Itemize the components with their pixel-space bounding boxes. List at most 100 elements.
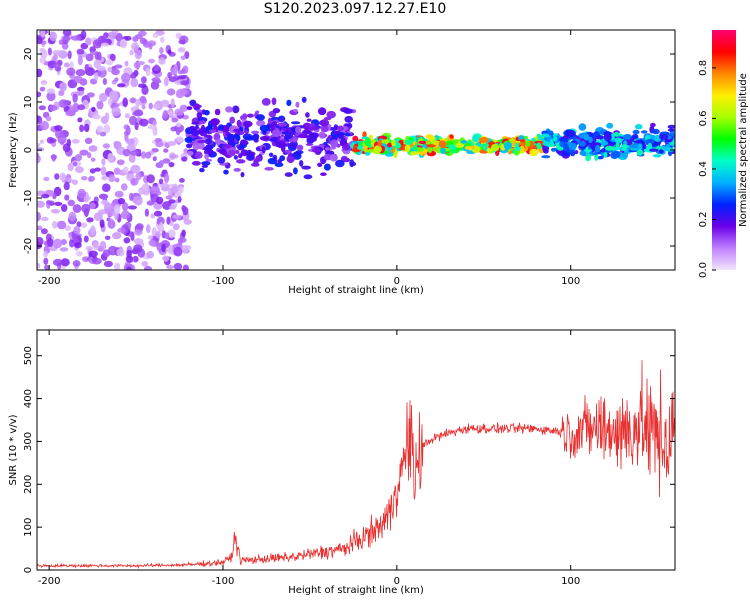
spectrogram-cell [58, 90, 65, 97]
spectrogram-cell [155, 141, 164, 148]
spectrogram-cell [47, 47, 53, 56]
spectrogram-cell [93, 59, 101, 69]
spectrogram-cell [120, 210, 131, 220]
spectrogram-cell [121, 183, 128, 191]
spectrogram-cell [299, 160, 304, 167]
spectrogram-cell [155, 230, 161, 239]
spectrogram-cell [46, 238, 54, 247]
spectrogram-cell [46, 88, 56, 94]
spectrogram-cell [305, 143, 314, 146]
spectrogram-cell [329, 154, 338, 162]
spectrogram-cell [184, 136, 193, 143]
spectrogram-cell [37, 211, 41, 222]
spectrogram-cell [338, 133, 344, 139]
spectrogram-cell [177, 47, 186, 53]
spectrogram-cell [185, 84, 191, 90]
spectrogram-cell [541, 133, 550, 138]
spectrogram-cell [37, 225, 43, 231]
spectrogram-cell [156, 216, 165, 226]
spectrogram-cell [454, 143, 465, 148]
spectrogram-cell [63, 182, 70, 191]
spectrogram-cell [614, 131, 620, 137]
spectrogram-cell [90, 157, 96, 162]
spectrogram-cell [302, 129, 312, 135]
spectrogram-cell [181, 205, 186, 212]
spectrogram-cell [168, 162, 175, 168]
spectrogram-cell [186, 106, 193, 111]
spectrogram-cell [84, 137, 93, 144]
spectrogram-cell [326, 110, 337, 119]
spectrogram-cell [344, 115, 354, 123]
spectrogram-cell [43, 250, 48, 258]
spectrogram-cell [603, 133, 612, 142]
spectrogram-cell [117, 197, 126, 205]
snr-series-line [37, 360, 675, 570]
spectrogram-cell [349, 159, 355, 168]
spectrogram-cell [113, 204, 121, 215]
spectrogram-cell [88, 145, 98, 152]
spectrogram-xtick-label: 0 [394, 276, 400, 287]
spectrogram-cell [200, 124, 206, 133]
spectrogram-cell [412, 144, 418, 150]
spectrogram-cell [563, 143, 569, 152]
spectrogram-cell [311, 148, 321, 153]
spectrogram-cell [140, 76, 147, 84]
spectrogram-cell [85, 37, 92, 46]
spectrogram-cell [152, 32, 159, 38]
snr-xtick-label: 100 [561, 576, 580, 587]
spectrogram-cell [277, 122, 288, 127]
spectrogram-cell [91, 106, 96, 112]
spectrogram-cell [158, 178, 164, 185]
spectrogram-cell [103, 124, 111, 134]
spectrogram-cell [233, 155, 238, 160]
snr-ytick-label: 300 [23, 432, 34, 451]
spectrogram-cell [634, 124, 643, 130]
spectrogram-cell [255, 110, 260, 114]
spectrogram-cell [162, 255, 170, 262]
spectrogram-cell [585, 155, 591, 162]
spectrogram-cell [395, 142, 401, 149]
spectrogram-cell [96, 125, 104, 133]
spectrogram-cell [558, 137, 569, 142]
spectrogram-cell [107, 66, 112, 73]
spectrogram-cell [166, 216, 171, 225]
spectrogram-cell [104, 235, 111, 240]
spectrogram-cell [523, 135, 528, 139]
spectrogram-cell [60, 258, 70, 267]
spectrogram-cell [167, 72, 173, 79]
spectrogram-cell [53, 238, 63, 249]
spectrogram-xtick-label: -200 [38, 276, 61, 287]
spectrogram-cell [85, 53, 94, 62]
spectrogram-cell [37, 36, 43, 45]
spectrogram-cell [39, 86, 46, 92]
spectrogram-cell [40, 120, 49, 131]
spectrogram-cell [124, 113, 131, 119]
spectrogram-cell [77, 104, 86, 111]
spectrogram-cell [37, 115, 43, 125]
spectrogram-cell [117, 227, 126, 233]
snr-panel: -200 -100 0 100 0 100 200 300 400 500 Height of s… [8, 329, 676, 596]
spectrogram-cell [172, 223, 180, 231]
spectrogram-cell [85, 246, 94, 251]
spectrogram-cell [159, 36, 165, 43]
spectrogram-cell [305, 112, 310, 118]
spectrogram-cell [130, 178, 139, 186]
spectrogram-cell [377, 139, 383, 147]
spectrogram-cell [74, 242, 82, 249]
spectrogram-cell [70, 35, 81, 41]
spectrogram-cell [232, 105, 240, 114]
spectrogram-cell [160, 101, 170, 107]
spectrogram-ytick-label: 10 [23, 96, 34, 109]
spectrogram-cell [80, 30, 87, 40]
spectrogram-cell [604, 145, 614, 151]
spectrogram-cell [246, 113, 254, 118]
spectrogram-cell [111, 102, 120, 108]
spectrogram-cell [272, 154, 278, 161]
spectrogram-cell [37, 147, 45, 152]
spectrogram-cell [284, 172, 293, 177]
spectrogram-cell [235, 149, 240, 155]
spectrogram-cell [595, 135, 604, 140]
spectrogram-cell [75, 166, 84, 174]
colorbar-tick-label: 0.2 [698, 212, 709, 228]
